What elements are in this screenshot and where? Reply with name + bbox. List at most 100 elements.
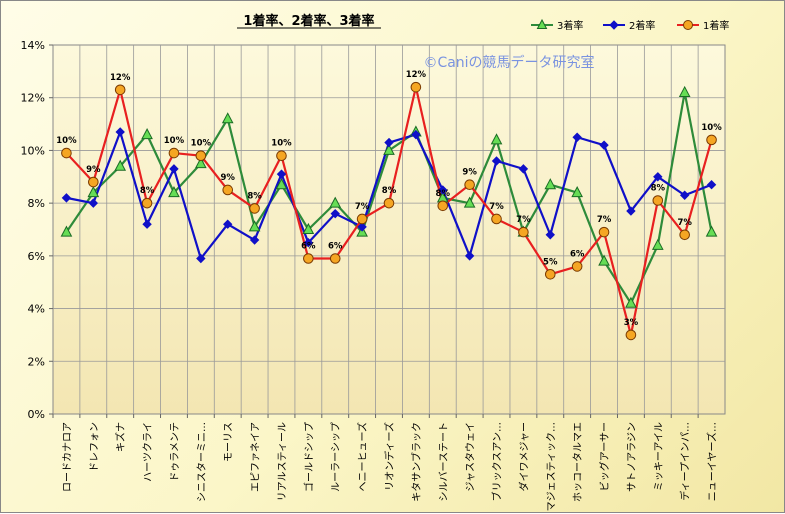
point-circle xyxy=(329,253,341,264)
point-triangle xyxy=(302,222,315,234)
point-triangle xyxy=(383,143,395,155)
data-label: 9% xyxy=(462,168,477,178)
data-label: 9% xyxy=(86,165,101,175)
point-circle xyxy=(249,203,260,214)
point-triangle xyxy=(678,85,691,97)
data-label: 10% xyxy=(271,139,292,149)
x-category-label: リアルスティール xyxy=(277,422,288,501)
data-label: 3% xyxy=(624,318,639,328)
x-category-label: ゴールドシップ xyxy=(302,422,315,492)
point-circle xyxy=(491,213,502,225)
point-triangle xyxy=(248,220,261,232)
data-label: 6% xyxy=(301,241,316,251)
point-diamond xyxy=(572,132,582,142)
x-category-label: モーリス xyxy=(224,422,235,462)
x-category-label: ハーツクライ xyxy=(142,422,154,482)
x-category-label: ドレフォン xyxy=(89,422,100,472)
point-triangle xyxy=(463,196,476,208)
legend-marker-diamond xyxy=(609,20,619,30)
data-label: 10% xyxy=(164,136,185,146)
point-circle xyxy=(544,269,556,280)
x-category-label: ミッキーアイル xyxy=(654,422,665,491)
point-diamond xyxy=(411,129,421,140)
x-category-label: ホッコータルマエ xyxy=(572,422,584,502)
y-tick-label: 8% xyxy=(28,197,45,210)
point-triangle xyxy=(221,112,234,124)
gridlines xyxy=(53,45,725,414)
point-diamond xyxy=(599,140,609,150)
data-label: 8% xyxy=(140,186,155,196)
point-circle xyxy=(464,179,475,190)
data-label: 10% xyxy=(191,139,212,149)
data-label: 8% xyxy=(651,184,666,194)
x-category-label: ディープインパ… xyxy=(679,422,692,501)
point-diamond xyxy=(115,127,125,137)
x-category-label: マジェスティック… xyxy=(545,422,557,511)
data-label: 10% xyxy=(56,136,77,146)
point-triangle xyxy=(490,133,503,145)
data-label: 12% xyxy=(110,73,131,83)
point-triangle xyxy=(625,296,637,308)
point-diamond xyxy=(384,137,394,148)
point-diamond xyxy=(88,198,99,208)
data-label: 7% xyxy=(677,218,692,228)
point-diamond xyxy=(518,164,529,174)
point-diamond xyxy=(653,172,663,182)
x-category-label: ルーラーシップ xyxy=(330,422,342,492)
point-circle xyxy=(141,197,153,209)
point-circle xyxy=(356,213,368,225)
data-label: 6% xyxy=(570,249,585,259)
data-label: 7% xyxy=(597,215,612,225)
x-category-label: シニスターミニ… xyxy=(196,422,208,502)
point-circle xyxy=(222,184,234,196)
point-triangle xyxy=(275,178,288,190)
chart-title: 1着率、2着率、3着率 xyxy=(243,13,374,29)
legend-label: 1着率 xyxy=(703,19,729,32)
data-label: 6% xyxy=(328,241,343,251)
point-diamond xyxy=(249,235,260,245)
point-circle xyxy=(652,195,664,206)
point-diamond xyxy=(491,156,502,166)
y-tick-label: 4% xyxy=(28,303,45,316)
data-label: 7% xyxy=(489,202,504,212)
point-circle xyxy=(571,261,583,272)
series-markers xyxy=(60,81,718,341)
point-circle xyxy=(276,150,287,161)
point-circle xyxy=(598,226,610,238)
point-diamond xyxy=(706,179,717,190)
data-label: 10% xyxy=(701,123,722,133)
point-triangle xyxy=(60,225,73,237)
x-category-label: ダイワメジャー xyxy=(517,422,530,492)
x-category-label: ロードカナロア xyxy=(61,422,73,492)
point-circle xyxy=(518,226,529,238)
point-circle xyxy=(383,197,395,209)
x-category-label: キズナ xyxy=(114,422,127,452)
point-triangle xyxy=(651,238,664,250)
point-triangle xyxy=(705,225,718,237)
point-triangle xyxy=(114,159,127,171)
point-diamond xyxy=(545,230,555,240)
y-tick-label: 14% xyxy=(21,39,45,52)
point-diamond xyxy=(626,206,636,216)
y-tick-label: 2% xyxy=(28,355,45,368)
point-triangle xyxy=(598,254,610,266)
point-diamond xyxy=(438,185,448,195)
point-circle xyxy=(88,176,99,188)
point-circle xyxy=(168,147,180,159)
point-circle xyxy=(410,81,422,93)
data-label: 12% xyxy=(406,70,427,80)
point-diamond xyxy=(303,237,314,248)
point-circle xyxy=(303,253,314,264)
point-triangle xyxy=(168,186,180,198)
point-diamond xyxy=(61,193,72,203)
point-diamond xyxy=(330,208,340,219)
data-labels: 10% 9% 12% 8% 10% 10% 9% 8% 10% 6% 6% 7% 8% 12% 8% 9% 7%… xyxy=(56,70,722,328)
point-circle xyxy=(114,84,126,96)
point-triangle xyxy=(141,128,153,140)
point-triangle xyxy=(571,186,583,198)
point-circle xyxy=(195,150,207,161)
point-diamond xyxy=(464,251,475,261)
point-triangle xyxy=(87,186,100,198)
